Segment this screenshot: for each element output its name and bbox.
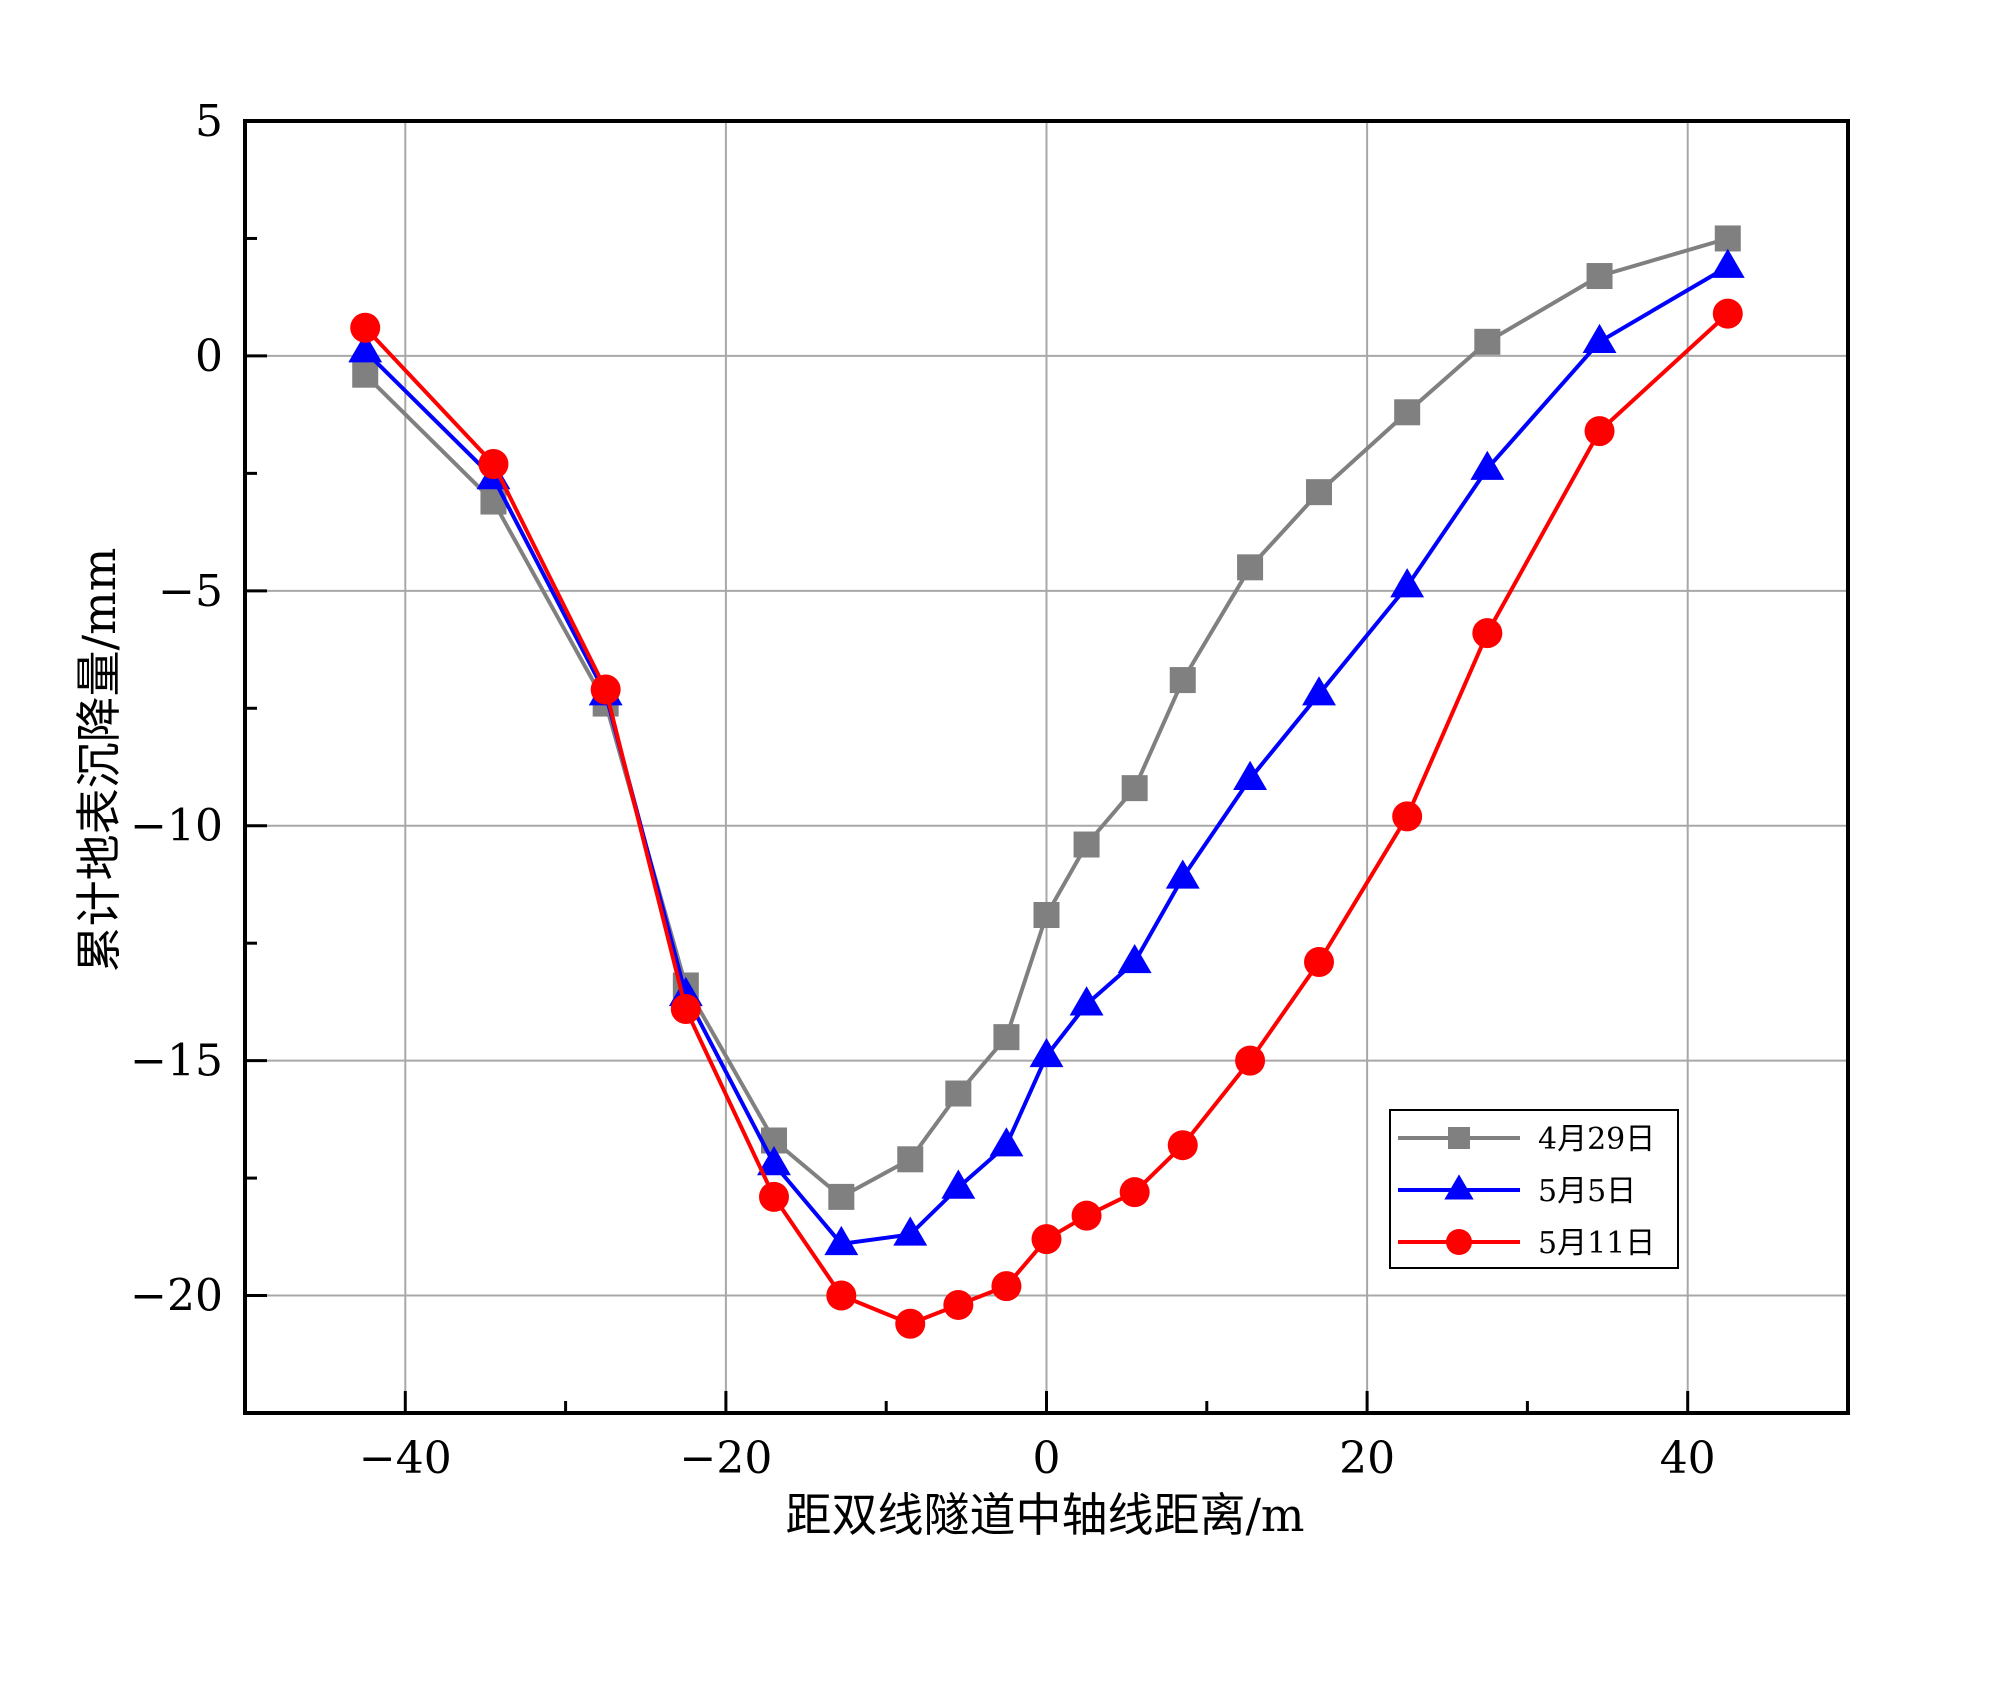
legend: 4月29日 5月5日 5月11日 [1389, 1109, 1679, 1269]
data-point-circle [670, 993, 701, 1024]
data-point-triangle [1470, 450, 1505, 480]
data-point-triangle [1302, 676, 1336, 706]
data-point-square [352, 361, 379, 388]
data-point-circle [1472, 618, 1503, 649]
data-point-triangle [1582, 323, 1617, 354]
data-point-circle [1031, 1224, 1062, 1255]
legend-label: 4月29日 [1538, 1122, 1655, 1157]
legend-marker-triangle [1444, 1174, 1474, 1200]
data-point-triangle [1165, 859, 1200, 889]
data-point-circle [895, 1308, 926, 1339]
data-point-circle [826, 1280, 857, 1311]
data-point-circle [478, 448, 509, 479]
data-point-square [1306, 479, 1333, 506]
data-point-circle [1119, 1177, 1150, 1208]
data-point-square [1714, 225, 1741, 252]
legend-item: 4月29日 [1398, 1122, 1655, 1157]
data-point-square [993, 1024, 1020, 1051]
data-point-circle [1167, 1130, 1198, 1161]
y-tick-label: −5 [158, 566, 223, 617]
data-point-square [1586, 263, 1613, 290]
data-point-square [1033, 901, 1060, 928]
series-3 [350, 298, 1743, 1339]
data-point-square [1121, 775, 1148, 802]
y-tick-label: 0 [195, 331, 223, 382]
data-point-triangle [941, 1169, 976, 1199]
data-point-triangle [1710, 248, 1745, 278]
data-point-square [897, 1146, 924, 1173]
data-point-circle [1712, 298, 1743, 329]
data-point-square [1394, 399, 1421, 426]
x-tick-label: −40 [359, 1433, 452, 1484]
data-point-triangle [1069, 986, 1104, 1016]
data-point-triangle [824, 1225, 859, 1256]
axis-layer: −40 −20 0 20 40 5 0 −5 −10 −15 −20 [130, 96, 1850, 1484]
data-point-square [1169, 667, 1196, 694]
legend-label: 5月5日 [1538, 1174, 1636, 1209]
x-tick-label: −20 [679, 1433, 772, 1484]
legend-item: 5月11日 [1398, 1226, 1655, 1261]
data-point-triangle [893, 1216, 928, 1246]
data-point-square [1237, 554, 1264, 581]
legend-marker-circle [1446, 1229, 1472, 1255]
data-point-triangle [757, 1146, 791, 1176]
data-point-triangle [1390, 568, 1425, 598]
series-layer [348, 225, 1745, 1339]
data-point-circle [590, 674, 621, 705]
y-tick-label: −20 [130, 1271, 223, 1322]
data-point-triangle [1029, 1037, 1064, 1068]
data-point-square [1073, 831, 1100, 858]
data-point-square [1474, 328, 1501, 355]
data-point-circle [1584, 416, 1615, 447]
x-tick-label: 40 [1660, 1433, 1716, 1484]
data-point-triangle [989, 1127, 1024, 1157]
data-point-triangle [1117, 944, 1152, 974]
y-axis-title: 累计地表沉降量/mm [72, 548, 126, 973]
data-point-circle [1304, 946, 1335, 977]
x-tick-label: 20 [1339, 1433, 1395, 1484]
data-point-circle [991, 1271, 1022, 1302]
data-point-circle [1235, 1045, 1266, 1076]
legend-label: 5月11日 [1538, 1226, 1655, 1261]
y-tick-label: 5 [195, 96, 223, 147]
y-tick-label: −15 [130, 1036, 223, 1087]
x-axis-title: 距双线隧道中轴线距离/m [785, 1488, 1304, 1542]
data-point-triangle [1233, 760, 1268, 790]
data-point-circle [1392, 801, 1423, 832]
data-point-circle [943, 1289, 974, 1320]
y-tick-label: −10 [130, 801, 223, 852]
data-point-circle [350, 312, 381, 343]
data-point-circle [1071, 1200, 1102, 1231]
data-point-square [828, 1183, 855, 1210]
data-point-square [945, 1080, 972, 1107]
legend-item: 5月5日 [1398, 1174, 1636, 1209]
data-point-triangle [348, 333, 383, 363]
x-tick-label: 0 [1033, 1433, 1061, 1484]
data-point-circle [758, 1181, 789, 1212]
legend-marker-square [1448, 1127, 1470, 1149]
